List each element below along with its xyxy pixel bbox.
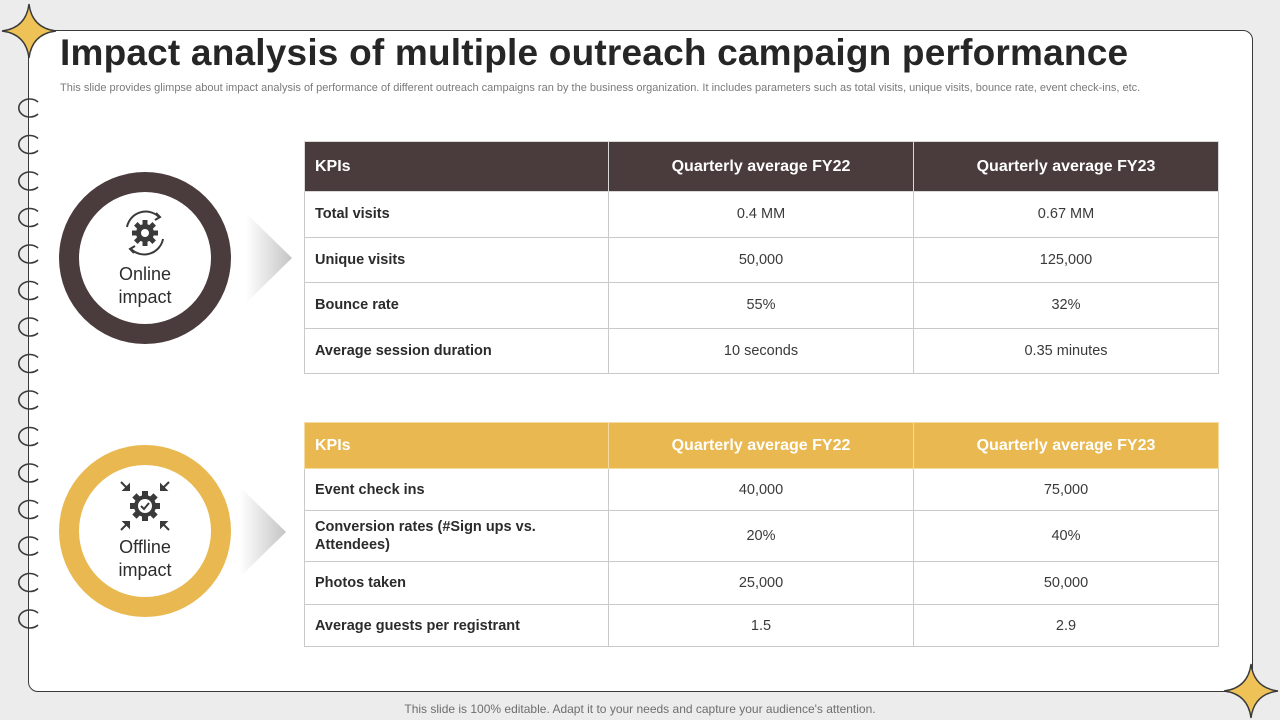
notebook-ring	[18, 390, 39, 410]
online-label-line2: impact	[118, 287, 172, 307]
notebook-ring	[18, 499, 39, 520]
online-impact-ring: Online impact	[59, 172, 231, 344]
kpi-name: Average session duration	[304, 327, 609, 374]
fy23-value: 0.67 MM	[913, 191, 1219, 238]
notebook-rings	[18, 98, 39, 629]
kpi-name: Conversion rates (#Sign ups vs. Attendee…	[304, 510, 609, 562]
header-kpis: KPIs	[304, 422, 609, 469]
fy22-value: 50,000	[608, 236, 914, 283]
notebook-ring	[18, 572, 39, 593]
table-row: Total visits 0.4 MM 0.67 MM	[304, 191, 1219, 238]
fy23-value: 2.9	[913, 604, 1219, 647]
fy23-value: 32%	[913, 282, 1219, 329]
fy22-value: 25,000	[608, 561, 914, 605]
fy22-value: 20%	[608, 510, 914, 562]
offline-kpi-table: KPIs Quarterly average FY22 Quarterly av…	[304, 422, 1219, 647]
kpi-name: Bounce rate	[304, 282, 609, 329]
table-row: Average session duration 10 seconds 0.35…	[304, 327, 1219, 374]
page-subtitle: This slide provides glimpse about impact…	[60, 82, 1141, 94]
header-fy23: Quarterly average FY23	[913, 422, 1219, 469]
offline-impact-label: Offline impact	[118, 536, 171, 582]
online-impact-badge: Online impact	[79, 192, 211, 324]
online-chevron-arrow	[246, 213, 292, 303]
gear-check-arrows-icon	[120, 481, 170, 531]
offline-impact-badge: Offline impact	[79, 465, 211, 597]
notebook-ring	[18, 317, 39, 337]
kpi-name: Photos taken	[304, 561, 609, 605]
gear-cycle-icon	[126, 210, 164, 256]
notebook-ring	[18, 171, 39, 191]
online-kpi-table: KPIs Quarterly average FY22 Quarterly av…	[304, 141, 1219, 374]
online-impact-label: Online impact	[118, 263, 171, 309]
table-row: Unique visits 50,000 125,000	[304, 236, 1219, 283]
header-fy23: Quarterly average FY23	[913, 141, 1219, 192]
fy23-value: 125,000	[913, 236, 1219, 283]
table-row: Event check ins 40,000 75,000	[304, 468, 1219, 511]
kpi-name: Average guests per registrant	[304, 604, 609, 647]
header-fy22: Quarterly average FY22	[608, 422, 914, 469]
fy23-value: 40%	[913, 510, 1219, 562]
offline-label-line1: Offline	[119, 537, 171, 557]
table-row: Average guests per registrant 1.5 2.9	[304, 604, 1219, 647]
fy22-value: 0.4 MM	[608, 191, 914, 238]
notebook-ring	[18, 98, 39, 118]
fy23-value: 0.35 minutes	[913, 327, 1219, 374]
fy23-value: 75,000	[913, 468, 1219, 511]
fy22-value: 10 seconds	[608, 327, 914, 374]
notebook-ring	[18, 609, 39, 629]
table-row: Bounce rate 55% 32%	[304, 282, 1219, 329]
header-fy22: Quarterly average FY22	[608, 141, 914, 192]
fy23-value: 50,000	[913, 561, 1219, 605]
star-decoration-bottom-right	[1223, 663, 1279, 719]
fy22-value: 40,000	[608, 468, 914, 511]
notebook-ring	[18, 244, 39, 264]
table-header-row: KPIs Quarterly average FY22 Quarterly av…	[304, 422, 1219, 469]
footer-note: This slide is 100% editable. Adapt it to…	[404, 702, 876, 716]
notebook-ring	[18, 207, 39, 228]
notebook-ring	[18, 426, 39, 447]
page-title: Impact analysis of multiple outreach cam…	[60, 32, 1129, 73]
notebook-ring	[18, 280, 39, 301]
kpi-name: Unique visits	[304, 236, 609, 283]
fy22-value: 55%	[608, 282, 914, 329]
offline-impact-ring: Offline impact	[59, 445, 231, 617]
table-header-row: KPIs Quarterly average FY22 Quarterly av…	[304, 141, 1219, 192]
header-kpis: KPIs	[304, 141, 609, 192]
notebook-ring	[18, 463, 39, 483]
table-row: Photos taken 25,000 50,000	[304, 561, 1219, 605]
online-label-line1: Online	[118, 264, 171, 284]
kpi-name: Event check ins	[304, 468, 609, 511]
notebook-ring	[18, 353, 39, 374]
table-row: Conversion rates (#Sign ups vs. Attendee…	[304, 510, 1219, 562]
star-decoration-top-left	[1, 3, 57, 59]
notebook-ring	[18, 134, 39, 155]
offline-chevron-arrow	[240, 487, 286, 577]
kpi-name: Total visits	[304, 191, 609, 238]
fy22-value: 1.5	[608, 604, 914, 647]
offline-label-line2: impact	[118, 560, 172, 580]
notebook-ring	[18, 536, 39, 556]
